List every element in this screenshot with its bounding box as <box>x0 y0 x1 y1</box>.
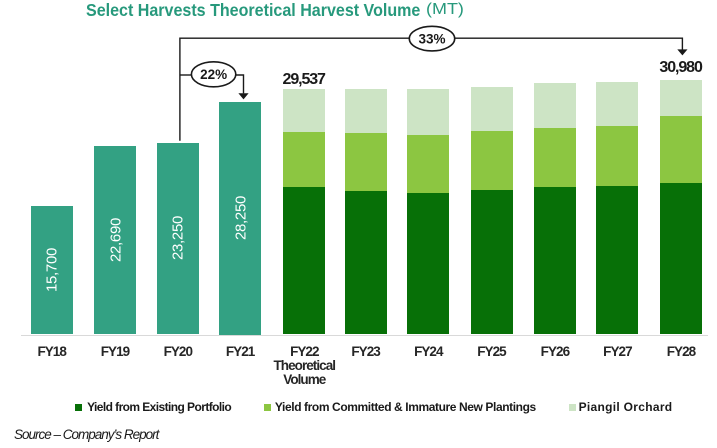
svg-text:33%: 33% <box>418 31 445 46</box>
svg-text:22%: 22% <box>200 67 227 82</box>
